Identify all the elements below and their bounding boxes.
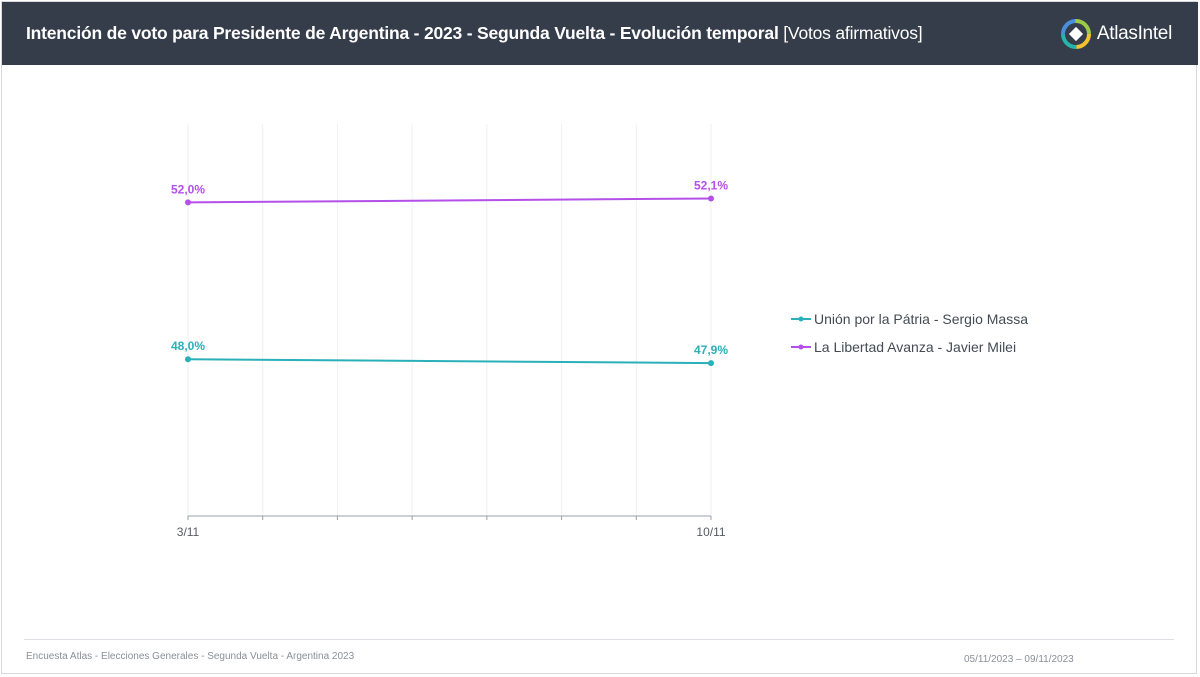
data-point: [708, 360, 714, 367]
legend-marker-massa: [791, 316, 811, 322]
data-label: 52,1%: [694, 178, 728, 192]
data-label: 52,0%: [171, 182, 205, 196]
legend-label-milei: La Libertad Avanza - Javier Milei: [814, 339, 1017, 355]
x-tick-label: 10/11: [696, 525, 725, 539]
brand-name: AtlasIntel: [1096, 23, 1172, 44]
x-tick-label: 3/11: [177, 525, 200, 539]
chart-legend: Unión por la Pátria - Sergio Massa La Li…: [790, 305, 1028, 361]
chart-title-text: Intención de voto para Presidente de Arg…: [26, 23, 779, 43]
legend-item-massa[interactable]: Unión por la Pátria - Sergio Massa: [790, 305, 1028, 333]
data-label: 47,9%: [694, 343, 728, 357]
footer-divider: [24, 639, 1174, 640]
data-point: [185, 199, 191, 206]
report-header: Intención de voto para Presidente de Arg…: [2, 2, 1198, 65]
footer-source: Encuesta Atlas - Elecciones Generales - …: [26, 651, 355, 662]
line-chart: 3/11 10/11 48,0% 47,9% 52,0% 52,1%: [171, 124, 728, 539]
data-point: [708, 195, 714, 202]
brand-logo: AtlasIntel: [1060, 19, 1172, 49]
legend-label-massa: Unión por la Pátria - Sergio Massa: [814, 311, 1028, 327]
atlasintel-logo-icon: [1060, 19, 1091, 49]
chart-subtitle: [Votos afirmativos]: [778, 23, 923, 43]
chart-title: Intención de voto para Presidente de Arg…: [26, 23, 923, 44]
legend-marker-milei: [791, 344, 811, 350]
footer-date-range: 05/11/2023 – 09/11/2023: [964, 654, 1074, 665]
series-line: [187, 197, 712, 204]
data-point: [185, 356, 191, 363]
data-label: 48,0%: [171, 339, 205, 353]
series-line: [187, 358, 712, 365]
legend-item-milei[interactable]: La Libertad Avanza - Javier Milei: [790, 333, 1028, 361]
